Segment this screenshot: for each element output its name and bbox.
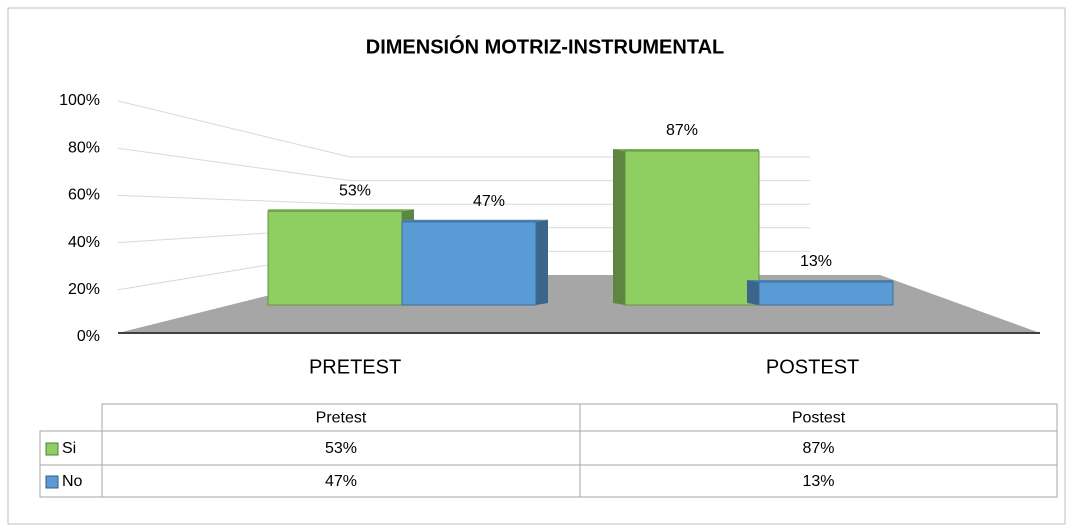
grid-line [117,194,351,205]
table-header: Postest [792,410,846,427]
y-tick-label: 60% [68,187,100,204]
data-label: 13% [800,253,832,270]
bar [624,150,760,306]
table-cell: 87% [802,440,834,457]
legend-swatch [45,475,59,489]
legend-swatch [45,442,59,456]
table-cell: 53% [325,440,357,457]
bar [267,210,403,306]
legend-label: Si [62,440,76,457]
x-tick-label: POSTEST [766,356,859,378]
y-tick-label: 20% [68,281,100,298]
table-cell: 13% [802,473,834,490]
bar-top [747,279,893,282]
data-label: 87% [666,122,698,139]
grid-line [117,100,351,158]
bar [401,221,537,306]
grid-line [117,147,351,182]
bar-side [536,219,548,305]
table-header: Pretest [316,410,367,427]
y-tick-label: 0% [77,328,100,345]
y-tick-label: 80% [68,139,100,156]
x-tick-label: PRETEST [309,356,401,378]
bar-side [613,149,625,305]
y-tick-label: 40% [68,234,100,251]
table-body-frame [39,430,1058,498]
chart-title: DIMENSIÓN MOTRIZ-INSTRUMENTAL [366,34,725,58]
data-label: 53% [339,182,371,199]
bar [758,281,894,306]
legend-label: No [62,473,83,490]
bar-top [613,149,759,152]
y-tick-label: 100% [59,92,100,109]
table-cell: 47% [325,473,357,490]
data-label: 47% [473,193,505,210]
bar-side [747,279,759,305]
